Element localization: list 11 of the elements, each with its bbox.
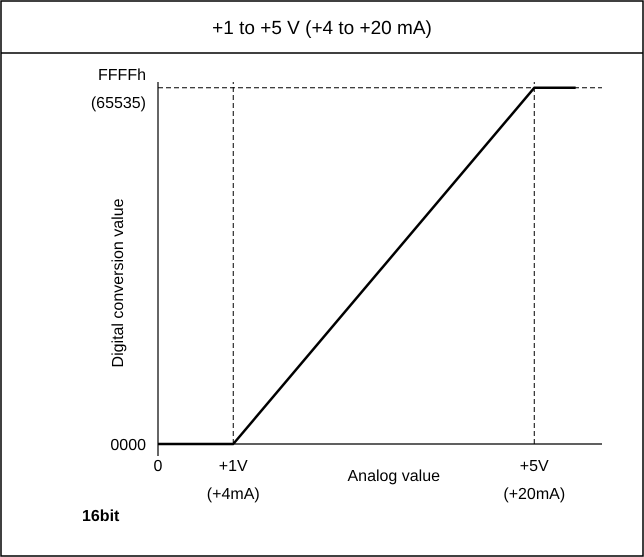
text: 16bit <box>82 508 120 525</box>
y-axis-title: Digital conversion value <box>110 198 127 368</box>
text: (+20mA) <box>503 486 566 503</box>
text: (+4mA) <box>206 486 260 503</box>
x-tick-label: +5V <box>520 458 550 475</box>
y-tick-label: FFFFh (65535) <box>90 66 146 112</box>
x-tick-label: +1V <box>218 458 248 475</box>
y-tick-label: 0000 <box>110 437 146 454</box>
x-axis-title: Analog value <box>348 468 440 485</box>
chart-title: +1 to +5 V (+4 to +20 mA) <box>212 18 432 39</box>
x-tick-label: 0 <box>154 458 163 475</box>
